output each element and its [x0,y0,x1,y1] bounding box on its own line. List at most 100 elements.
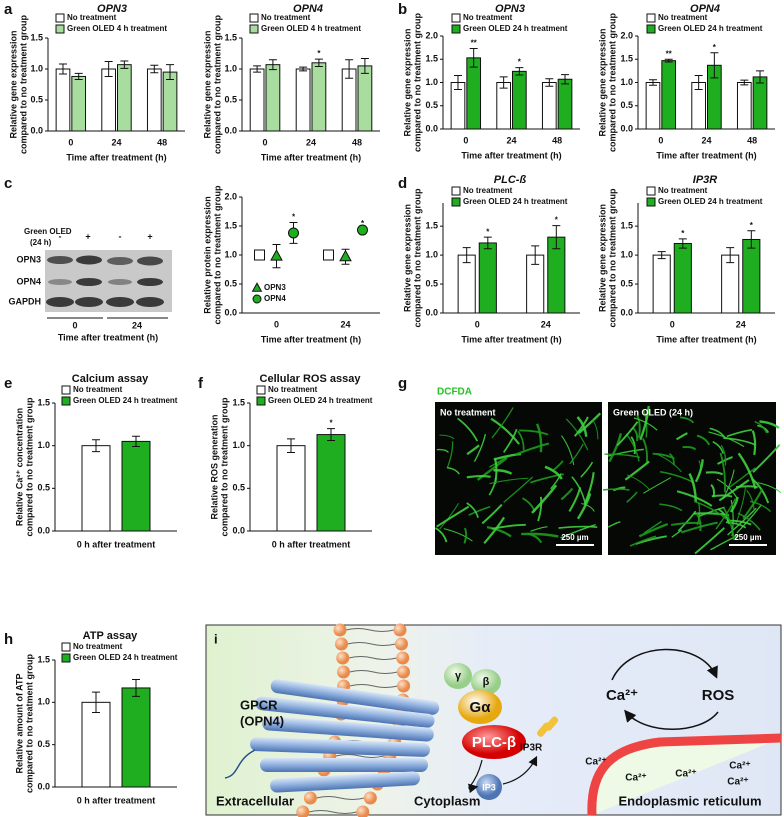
cell [491,407,514,439]
legend-swatch [451,13,461,23]
cell [754,420,768,434]
bar [265,64,281,132]
cell [607,521,621,528]
error-bar [462,247,471,264]
cell [746,489,755,511]
image-label: No treatment [440,407,496,417]
y-tick-label: 2.0 [425,30,438,40]
legend-label: Green OLED 24 h treatment [658,24,763,33]
cell [489,477,529,485]
legend-label: No treatment [658,13,708,22]
y-tick-label: 0.0 [232,525,245,535]
legend-swatch [646,24,656,34]
lipid-head [336,651,350,665]
y-axis-label: compared to no treatment group [607,188,617,328]
cell [571,476,586,504]
cell [624,460,650,481]
cell [626,474,650,490]
legend-swatch [61,653,71,663]
legend-label: Green OLED 24 h treatment [268,396,373,405]
legend-swatch [646,186,656,196]
y-axis-label: Relative gene expression [8,30,18,138]
cell [446,441,454,468]
scale-label: 250 µm [734,533,761,542]
cell [560,487,574,501]
lipid-tail [345,628,395,632]
error-bar [132,435,140,448]
x-tick-label: 24 [736,319,746,329]
bar [117,64,132,132]
error-bar [120,60,129,69]
region-label: Extracellular [216,793,294,808]
cell [679,416,695,424]
cell [573,416,589,437]
y-tick-label: 0.0 [620,307,633,317]
bar [71,75,87,132]
legend-label: No treatment [67,13,117,22]
bar [162,71,178,132]
legend-marker [252,294,262,304]
legend-label: No treatment [463,13,513,22]
y-tick-label: 0.0 [425,123,438,133]
cell [711,494,733,498]
y-tick-label: 1.5 [620,221,633,231]
point [270,249,283,261]
x-tick-label: 24 [701,135,711,145]
chart-title: Cellular ROS assay [260,373,362,385]
x-tick-label: 48 [747,135,757,145]
significance: * [361,219,365,228]
point [357,224,368,236]
cell [632,427,639,442]
g-alpha [458,690,502,724]
chart-title: OPN4 [690,3,720,15]
panel-label: c [4,175,12,192]
cell [446,466,460,475]
cell [718,479,750,502]
error-bar [515,67,524,76]
pathway-diagram: i GPCR (OPN4) γ β Gα PLC-β IP3 IP3R Ca²⁺… [205,623,782,817]
cell [643,477,672,494]
y-axis-label: Relative Ca²⁺ concentration [14,408,24,526]
cell [725,521,747,529]
legend-label: Green OLED 4 h treatment [261,24,361,33]
x-tick-label: 48 [552,135,562,145]
region-label: Endoplasmic reticulum [618,793,761,808]
error-bar [545,78,554,87]
y-tick-label: 1.5 [425,221,438,231]
error-bar [678,238,687,249]
chart-title: OPN3 [495,3,525,15]
x-tick-label: 24 [306,137,316,147]
cell [581,502,595,512]
cell [493,453,522,461]
lane-label: + [85,231,90,241]
er-calcium: Ca²⁺ [675,769,696,780]
legend-swatch [451,24,461,34]
y-tick-label: 1.5 [425,54,438,64]
legend-label: Green OLED 24 h treatment [73,396,178,405]
ros-label: ROS [702,687,735,704]
y-tick-label: 1.0 [30,63,43,73]
plc [462,725,526,759]
x-axis-label: 0 h after treatment [77,795,156,805]
y-axis-label: Relative ROS generation [209,414,219,519]
lipid-tail [349,684,398,688]
cell [694,527,725,555]
error-bar [499,76,508,89]
cell [671,529,683,538]
stain-label: DCFDA [437,387,472,398]
x-tick-label: 0 [463,135,468,145]
cell [457,417,479,442]
legend-swatch [61,642,71,652]
bar [81,445,111,532]
bar [357,65,373,132]
lipid-tail [316,796,365,800]
cell [560,524,596,539]
legend-label: Green OLED 4 h treatment [67,24,167,33]
cell [435,527,448,543]
cell [643,520,662,534]
lipid-head [397,665,411,679]
lipid-head [296,805,310,817]
bar [276,445,306,532]
legend-label: No treatment [73,642,123,651]
cell [491,523,526,530]
